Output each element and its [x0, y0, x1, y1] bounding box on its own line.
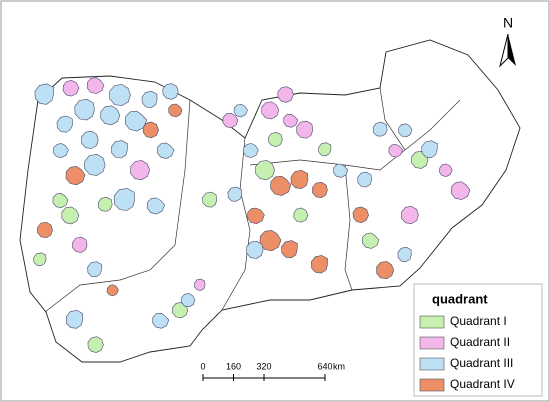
- boundary: [44, 99, 191, 313]
- county-patch: [181, 293, 196, 308]
- county-patch: [277, 86, 294, 103]
- county-patch: [111, 140, 128, 159]
- legend: quadrant Quadrant I Quadrant II Quadrant I…: [413, 283, 543, 397]
- county-patch: [352, 206, 369, 224]
- county-patch: [372, 121, 388, 137]
- county-patch: [397, 246, 412, 263]
- county-patch: [84, 153, 106, 176]
- county-patch: [281, 240, 298, 259]
- legend-swatch: [419, 315, 445, 329]
- county-patch: [450, 181, 471, 200]
- county-patch: [61, 206, 80, 225]
- county-patch: [65, 309, 83, 329]
- county-patch: [293, 207, 309, 223]
- county-patch: [259, 230, 282, 252]
- county-patch: [142, 121, 160, 139]
- county-patch: [33, 252, 47, 267]
- county-patch: [194, 278, 206, 291]
- county-patch: [267, 131, 283, 147]
- county-patch: [401, 205, 419, 225]
- legend-swatch: [419, 357, 445, 371]
- county-patch: [86, 77, 105, 94]
- county-patch: [233, 103, 248, 118]
- north-label: N: [503, 15, 513, 31]
- county-patch: [261, 101, 280, 120]
- county-patch: [62, 79, 80, 97]
- scale-label: 160: [226, 361, 241, 371]
- county-patch: [109, 84, 131, 107]
- county-patch: [255, 160, 275, 181]
- county-patch: [270, 175, 292, 196]
- legend-label: Quadrant I: [450, 314, 507, 328]
- scale-label: 320: [256, 361, 271, 371]
- county-patch: [113, 187, 136, 211]
- county-patch: [56, 115, 73, 133]
- county-patch: [312, 181, 328, 199]
- county-patch: [87, 261, 102, 278]
- scale-label: 640: [317, 361, 332, 371]
- county-patch: [52, 192, 69, 209]
- county-patch: [376, 261, 395, 280]
- boundary: [249, 99, 461, 171]
- county-patch: [243, 143, 259, 158]
- county-patch: [290, 169, 309, 189]
- county-patch: [296, 120, 314, 139]
- legend-swatch: [419, 378, 445, 392]
- county-patch: [227, 186, 243, 202]
- county-patches: [33, 77, 471, 353]
- county-patch: [310, 255, 328, 274]
- county-patch: [439, 163, 453, 177]
- boundary: [379, 87, 406, 151]
- boundary: [221, 137, 251, 311]
- county-patch: [72, 236, 88, 253]
- legend-label: Quadrant III: [450, 356, 513, 370]
- county-patch: [141, 90, 158, 108]
- legend-title: quadrant: [432, 291, 488, 306]
- county-patch: [362, 232, 380, 249]
- scale-unit: km: [333, 361, 345, 371]
- county-patch: [357, 171, 372, 188]
- county-patch: [333, 163, 349, 178]
- county-patch: [421, 140, 438, 159]
- county-patch: [106, 284, 119, 297]
- north-arrow-right: [508, 34, 516, 66]
- county-patch: [124, 110, 148, 132]
- county-patch: [37, 221, 53, 239]
- county-patch: [52, 143, 69, 159]
- county-patch: [168, 103, 183, 118]
- scale-label: 0: [200, 361, 205, 371]
- county-patch: [222, 112, 239, 129]
- legend-swatch: [419, 336, 445, 350]
- province-boundaries: [44, 87, 461, 313]
- county-patch: [34, 83, 55, 105]
- legend-label: Quadrant IV: [450, 377, 515, 391]
- north-arrow: N: [499, 15, 516, 68]
- county-patch: [146, 197, 165, 215]
- county-patch: [318, 142, 332, 157]
- county-patch: [398, 123, 413, 138]
- county-patch: [97, 196, 113, 212]
- boundary: [344, 164, 353, 291]
- county-patch: [283, 113, 299, 128]
- county-patch: [202, 191, 218, 208]
- county-patch: [152, 312, 170, 329]
- county-patch: [388, 144, 403, 158]
- county-patch: [81, 130, 99, 149]
- county-patch: [162, 83, 179, 100]
- county-patch: [87, 336, 104, 353]
- county-patch: [247, 207, 265, 225]
- county-patch: [65, 166, 86, 186]
- county-patch: [156, 142, 175, 159]
- county-patch: [130, 160, 151, 181]
- county-patch: [74, 98, 95, 121]
- county-patch: [100, 105, 121, 126]
- legend-label: Quadrant II: [450, 335, 510, 349]
- county-patch: [246, 240, 264, 259]
- scale-bar: 0 160 320 640 km: [200, 361, 345, 381]
